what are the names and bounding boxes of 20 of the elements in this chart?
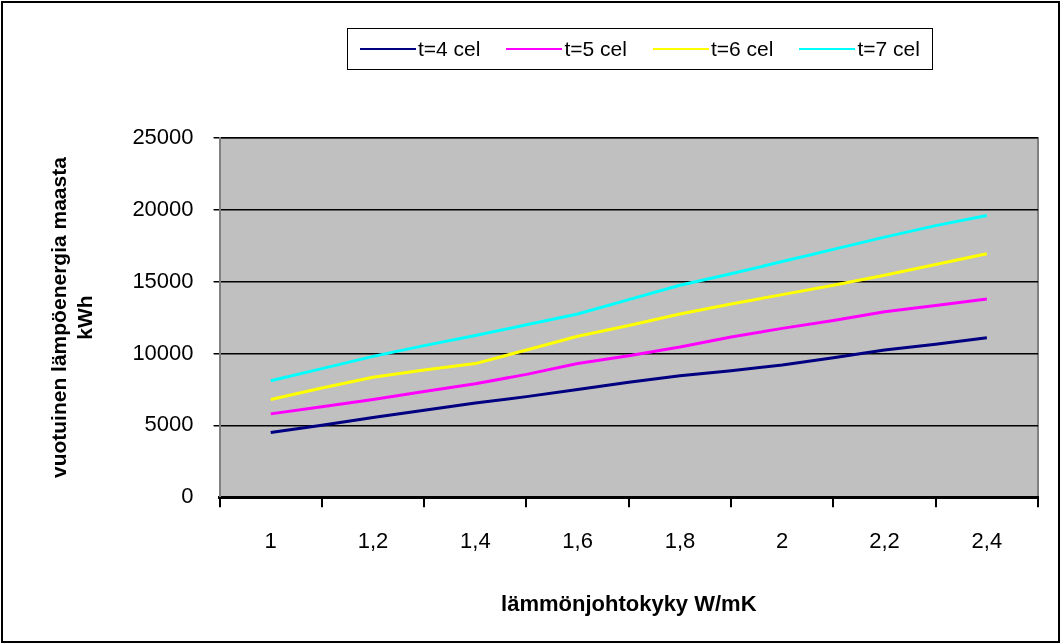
x-tick-label: 1 bbox=[264, 528, 277, 554]
y-tick-label: 15000 bbox=[132, 267, 194, 293]
x-axis-title: lämmönjohtokyky W/mK bbox=[501, 590, 757, 616]
legend-label: t=7 cel bbox=[857, 37, 920, 61]
x-tick-label: 2 bbox=[776, 528, 789, 554]
y-tick-label: 5000 bbox=[144, 411, 194, 437]
y-tick-label: 20000 bbox=[132, 195, 194, 221]
y-tick-label: 10000 bbox=[132, 339, 194, 365]
legend-label: t=6 cel bbox=[710, 37, 774, 61]
x-tick-label: 1,8 bbox=[664, 528, 696, 554]
y-tick-label: 25000 bbox=[132, 124, 194, 150]
legend-label: t=5 cel bbox=[564, 37, 627, 61]
legend-label: t=4 cel bbox=[418, 37, 481, 61]
x-tick-label: 1,2 bbox=[357, 528, 389, 554]
y-axis-title: vuotuinen lämpöenergia maasta kWh bbox=[47, 156, 96, 479]
y-tick-label: 0 bbox=[181, 483, 194, 509]
x-tick-label: 1,4 bbox=[460, 528, 491, 554]
x-tick-label: 2,4 bbox=[971, 528, 1003, 554]
x-tick-label: 2,2 bbox=[869, 528, 900, 554]
x-tick-label: 1,6 bbox=[562, 528, 593, 554]
